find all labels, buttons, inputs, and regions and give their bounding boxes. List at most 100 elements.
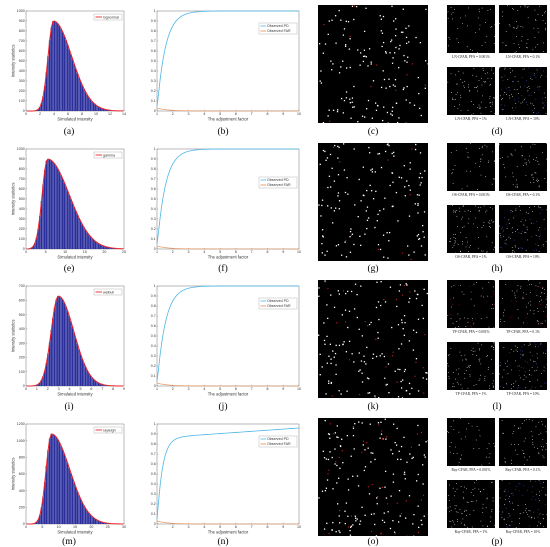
detection-point <box>543 514 544 515</box>
target-point <box>383 70 384 71</box>
detection-point <box>542 98 543 99</box>
x-tick-label: 6 <box>235 525 237 529</box>
detection-point <box>540 77 541 78</box>
target-point <box>395 35 396 36</box>
target-point <box>344 28 345 29</box>
target-point <box>327 157 328 158</box>
target-point <box>337 503 338 504</box>
target-point <box>402 32 403 33</box>
detection-point <box>490 103 491 104</box>
detection-point <box>522 248 523 249</box>
histogram-bar <box>57 296 58 386</box>
target-point <box>380 305 381 306</box>
detection-point <box>546 350 547 351</box>
target-point <box>416 298 417 299</box>
detection-point <box>512 291 513 292</box>
detection-point <box>546 304 547 305</box>
target-point <box>357 49 358 50</box>
target-point <box>384 512 385 513</box>
target-point <box>406 462 407 463</box>
target-point <box>363 356 364 357</box>
target-point <box>392 115 393 116</box>
target-point <box>351 291 352 292</box>
target-point <box>331 168 332 169</box>
detection-point <box>525 220 526 221</box>
detection-point <box>517 291 518 292</box>
detection-point <box>462 189 463 190</box>
detection-point <box>529 284 530 285</box>
detection-point <box>458 42 459 43</box>
detection-point <box>469 90 470 91</box>
target-point <box>357 317 358 318</box>
detection-point <box>348 526 349 527</box>
detection-point <box>535 244 536 245</box>
detection-point <box>540 68 541 69</box>
target-point <box>378 244 379 245</box>
target-point <box>367 65 368 66</box>
target-point <box>339 532 340 533</box>
histogram-bar <box>52 318 53 386</box>
detection-point <box>481 465 482 466</box>
detection-point <box>509 24 510 25</box>
target-point <box>368 217 369 218</box>
detection-point <box>545 30 546 31</box>
detection-point <box>525 5 526 6</box>
target-point <box>395 79 396 80</box>
detection-point <box>482 45 483 46</box>
legend-label: Observed PD <box>267 178 289 182</box>
detection-point <box>450 299 451 300</box>
target-point <box>378 301 379 302</box>
target-point <box>372 453 373 454</box>
target-point <box>396 192 397 193</box>
detection-point <box>463 206 464 207</box>
simulated-image <box>318 280 428 398</box>
detection-point <box>540 325 541 326</box>
detection-point <box>515 187 516 188</box>
y-tick-label: 0.1 <box>151 99 156 103</box>
target-point <box>392 111 393 112</box>
detection-point <box>517 351 518 352</box>
detection-point <box>504 105 505 106</box>
target-point <box>329 20 330 21</box>
histogram-bar <box>65 186 66 249</box>
target-point <box>364 56 365 57</box>
detection-point <box>509 223 510 224</box>
detection-point <box>484 378 485 379</box>
histogram-bar <box>90 515 91 524</box>
detection-point <box>494 342 495 343</box>
detection-point <box>492 509 493 510</box>
histogram-bar <box>98 244 99 249</box>
subfigure-label: Ray-CFAR, PFA = 0.001% <box>447 468 495 472</box>
target-point <box>397 369 398 370</box>
detection-point <box>513 431 514 432</box>
target-point <box>416 358 417 359</box>
target-point <box>407 57 408 58</box>
detection-point <box>543 71 544 72</box>
target-point <box>335 208 336 209</box>
target-point <box>346 21 347 22</box>
target-point <box>334 307 335 308</box>
detection-point <box>478 18 479 19</box>
detection-point <box>465 359 466 360</box>
detection-point <box>452 19 453 20</box>
target-point <box>367 220 368 221</box>
detection-point <box>546 316 547 317</box>
target-point <box>361 373 362 374</box>
detection-point <box>522 248 523 249</box>
detection-point <box>535 499 536 500</box>
detection-point <box>540 523 541 524</box>
detection-point <box>536 77 537 78</box>
detection-point <box>517 184 518 185</box>
detection-point <box>493 381 494 382</box>
detection-point <box>469 91 470 92</box>
target-point <box>401 177 402 178</box>
target-point <box>354 423 355 424</box>
detection-point <box>455 491 456 492</box>
detection-point <box>534 313 535 314</box>
detection-point <box>483 68 484 69</box>
detection-point <box>382 438 383 439</box>
detection-point <box>488 367 489 368</box>
histogram-bar <box>54 21 55 111</box>
detection-point <box>528 67 529 68</box>
